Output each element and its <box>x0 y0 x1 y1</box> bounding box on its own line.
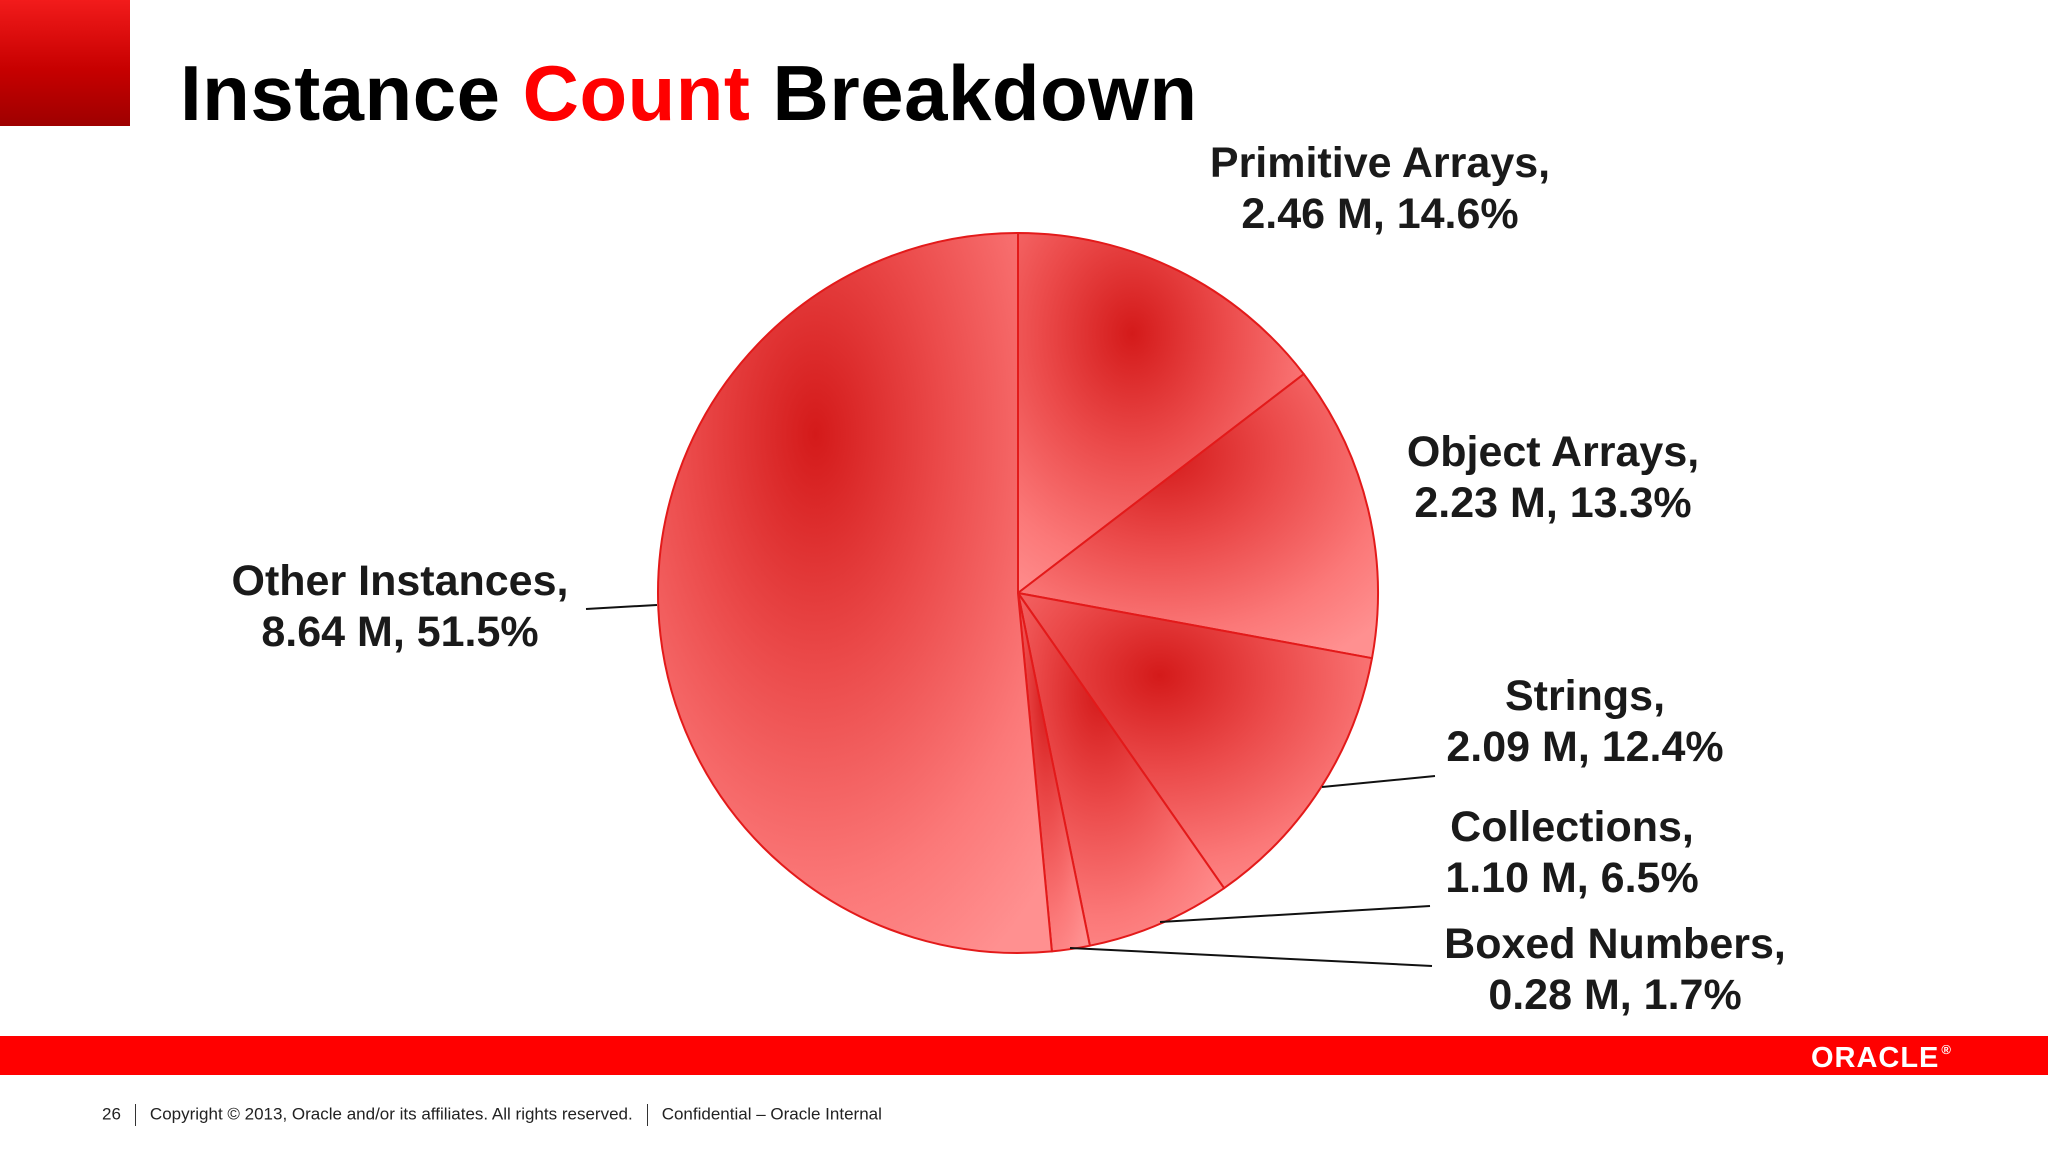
leader-line-boxed-numbers <box>1069 947 1433 967</box>
leader-line-other-instances <box>585 604 658 610</box>
slice-label-line-2: 2.46 M, 14.6% <box>1241 190 1518 238</box>
leader-lines <box>585 604 1436 967</box>
page-number: 26 <box>102 1104 121 1124</box>
slice-label-other-instances: Other Instances, 8.64 M, 51.5% <box>232 557 569 656</box>
registered-mark: ® <box>1941 1042 1952 1057</box>
leader-line-strings <box>1321 775 1436 788</box>
leader-line-collections <box>1159 905 1431 923</box>
slice-labels: Primitive Arrays, 2.46 M, 14.6% Object Arr… <box>232 139 1786 1019</box>
slice-label-line-2: 0.28 M, 1.7% <box>1488 971 1741 1019</box>
slice-label-line-2: 2.09 M, 12.4% <box>1446 723 1723 771</box>
footer-separator <box>646 1104 648 1126</box>
slice-label-line-2: 1.10 M, 6.5% <box>1445 854 1698 902</box>
pie-slices <box>656 232 1379 954</box>
slice-label-strings: Strings, 2.09 M, 12.4% <box>1446 672 1723 771</box>
slice-label-boxed-numbers: Boxed Numbers, 0.28 M, 1.7% <box>1444 920 1786 1019</box>
footer-bar <box>0 1036 2048 1075</box>
slice-label-collections: Collections, 1.10 M, 6.5% <box>1445 803 1698 902</box>
title-part-2: Breakdown <box>750 49 1198 137</box>
slice-label-line-1: Collections, <box>1450 803 1694 851</box>
pie-slice-strings <box>1017 592 1373 890</box>
slice-label-object-arrays: Object Arrays, 2.23 M, 13.3% <box>1407 428 1699 527</box>
corner-accent-block <box>0 0 130 126</box>
pie-slice-collections <box>1017 592 1226 947</box>
slice-label-line-1: Primitive Arrays, <box>1210 139 1550 187</box>
footer-text: 26 Copyright © 2013, Oracle and/or its af… <box>102 1104 882 1126</box>
slice-label-line-1: Other Instances, <box>232 557 569 605</box>
pie-slice-other-instances <box>656 232 1053 954</box>
confidential-text: Confidential – Oracle Internal <box>661 1104 882 1124</box>
oracle-logo: ORACLE ® <box>1811 1042 1952 1075</box>
copyright-text: Copyright © 2013, Oracle and/or its affi… <box>149 1104 633 1124</box>
slice-label-line-1: Object Arrays, <box>1407 428 1699 476</box>
slice-label-line-1: Boxed Numbers, <box>1444 920 1786 968</box>
slice-label-line-1: Strings, <box>1505 672 1665 720</box>
title-part-1: Instance <box>180 49 523 137</box>
slice-label-primitive-arrays: Primitive Arrays, 2.46 M, 14.6% <box>1210 139 1550 238</box>
slide-title: Instance Count Breakdown <box>180 48 1198 139</box>
slice-label-line-2: 2.23 M, 13.3% <box>1414 479 1691 527</box>
slice-label-line-2: 8.64 M, 51.5% <box>261 608 538 656</box>
title-accent-word: Count <box>522 49 751 137</box>
pie-slice-object-arrays <box>1017 373 1379 660</box>
footer-separator <box>134 1104 136 1126</box>
pie-slice-primitive-arrays <box>1017 232 1305 594</box>
oracle-logo-text: ORACLE <box>1810 1042 1940 1074</box>
